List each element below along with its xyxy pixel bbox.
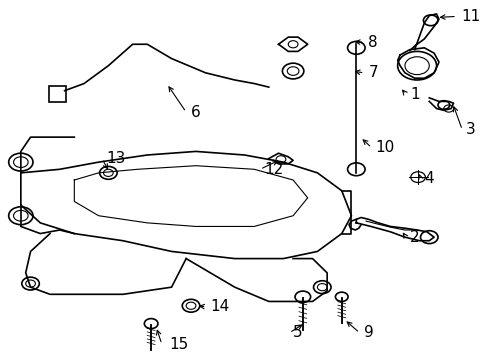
Text: 10: 10 <box>375 140 394 156</box>
Text: 6: 6 <box>191 105 201 120</box>
Text: 4: 4 <box>424 171 433 186</box>
Text: 13: 13 <box>106 151 125 166</box>
Text: 3: 3 <box>465 122 474 138</box>
Text: 11: 11 <box>460 9 479 24</box>
Text: 12: 12 <box>264 162 283 177</box>
Text: 1: 1 <box>409 87 419 102</box>
Text: 5: 5 <box>292 325 302 341</box>
Text: 9: 9 <box>363 325 373 341</box>
Text: 14: 14 <box>210 299 229 314</box>
Text: 7: 7 <box>368 65 377 80</box>
Text: 15: 15 <box>169 337 188 352</box>
Text: 2: 2 <box>409 230 419 245</box>
Text: 8: 8 <box>368 35 377 50</box>
